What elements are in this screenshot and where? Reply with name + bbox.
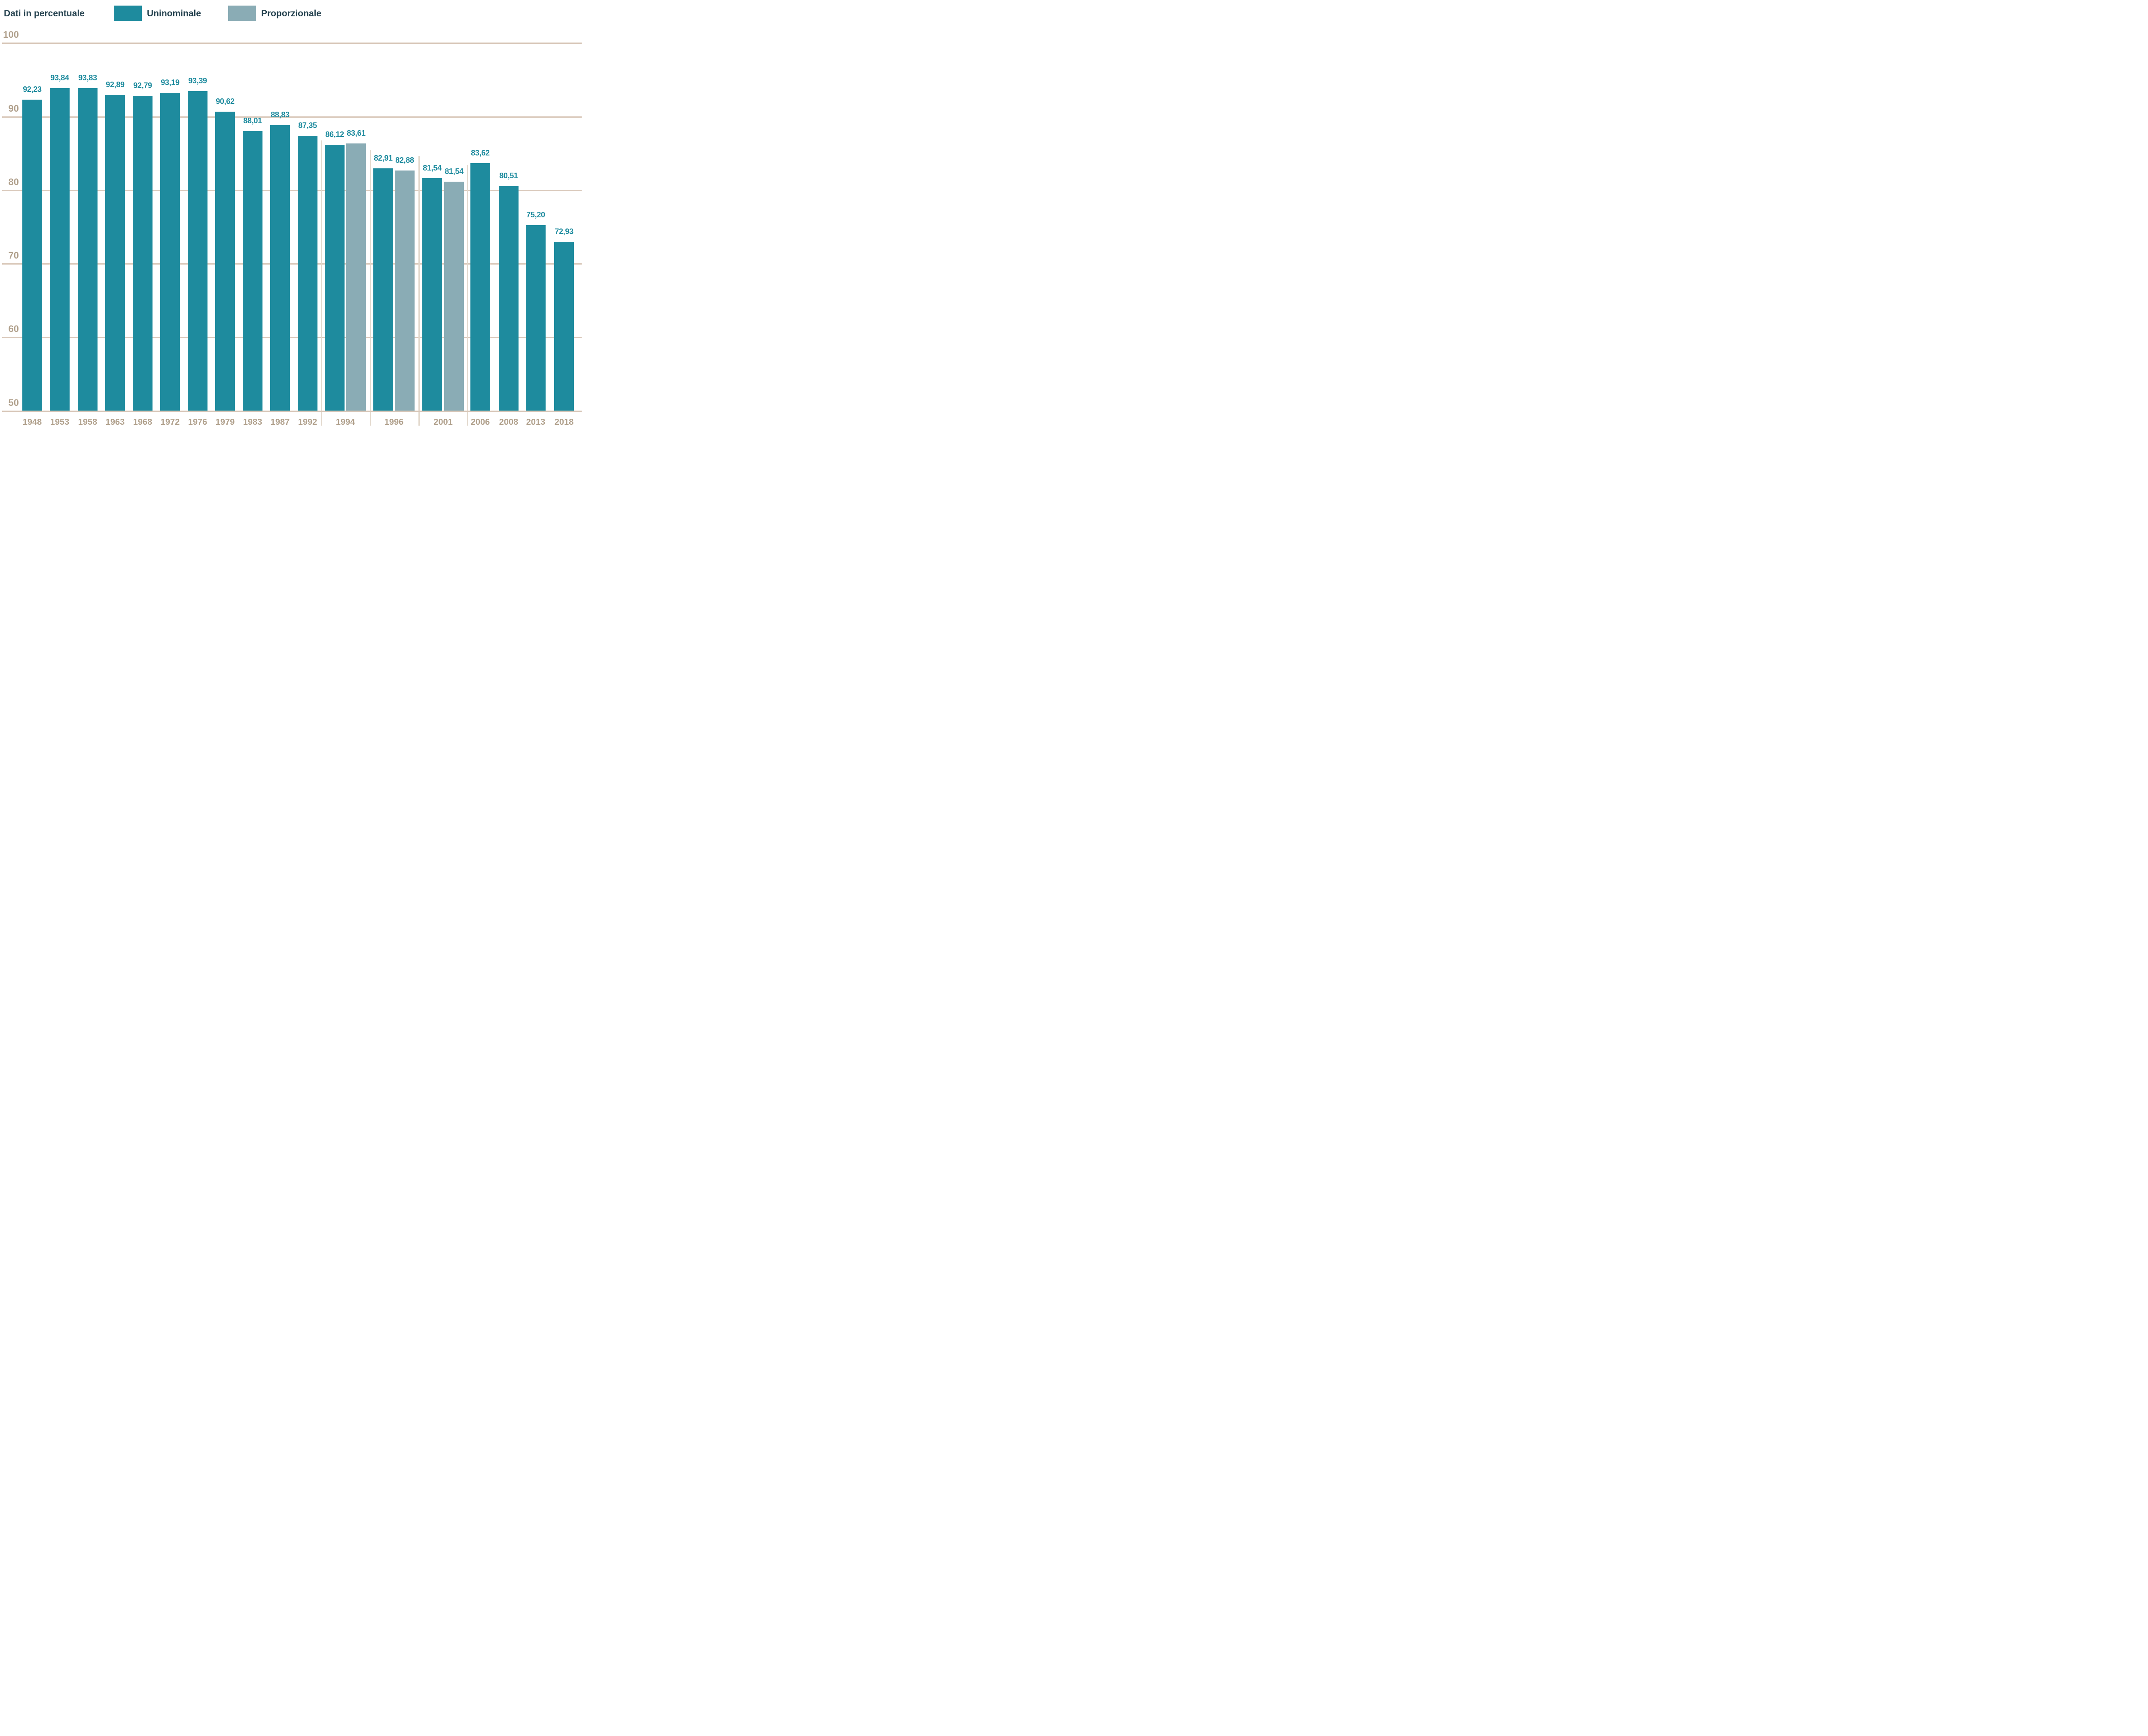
- x-axis-label-1963: 1963: [105, 417, 125, 427]
- x-axis-label-1976: 1976: [188, 417, 207, 427]
- x-axis-label-1983: 1983: [243, 417, 262, 427]
- value-label-2018-uninominale: 72,93: [555, 227, 574, 236]
- x-axis-label-1948: 1948: [22, 417, 42, 427]
- legend-swatch-uninominale: [114, 6, 142, 21]
- bar-1987-uninominale: [270, 125, 290, 411]
- gridline-50: [2, 411, 582, 412]
- value-label-1987-uninominale: 88,83: [271, 110, 290, 119]
- x-axis-label-1996: 1996: [384, 417, 404, 427]
- value-label-1968-uninominale: 92,79: [133, 81, 152, 90]
- legend-label-uninominale: Uninominale: [147, 9, 201, 18]
- value-label-1958-uninominale: 93,83: [78, 73, 97, 82]
- value-label-1976-uninominale: 93,39: [188, 76, 207, 85]
- x-axis-label-2006: 2006: [470, 417, 490, 427]
- value-label-1983-uninominale: 88,01: [243, 116, 262, 125]
- bar-1996-proporzionale: [395, 171, 415, 411]
- x-axis-label-1992: 1992: [298, 417, 317, 427]
- value-label-1972-uninominale: 93,19: [161, 78, 180, 87]
- x-axis-label-1994: 1994: [336, 417, 355, 427]
- value-label-2001-uninominale: 81,54: [423, 164, 442, 172]
- x-axis-label-1979: 1979: [215, 417, 235, 427]
- bar-1992-uninominale: [298, 136, 317, 411]
- bar-1979-uninominale: [215, 112, 235, 411]
- x-axis-label-1968: 1968: [133, 417, 153, 427]
- group-separator-after-1996: [418, 156, 420, 426]
- value-label-2006-uninominale: 83,62: [471, 149, 490, 157]
- bar-2006-uninominale: [470, 163, 490, 411]
- bar-1968-uninominale: [133, 96, 153, 411]
- y-axis-label-60: 60: [8, 323, 19, 334]
- value-label-1996-proporzionale: 82,88: [395, 156, 414, 164]
- x-axis-label-1972: 1972: [160, 417, 180, 427]
- group-separator-after-1992: [321, 140, 322, 426]
- y-axis-label-100: 100: [3, 29, 19, 40]
- bar-1963-uninominale: [105, 95, 125, 411]
- bar-1996-uninominale: [373, 168, 393, 411]
- bar-1983-uninominale: [243, 131, 262, 411]
- bar-1994-proporzionale: [346, 143, 366, 411]
- value-label-2013-uninominale: 75,20: [526, 210, 545, 219]
- value-label-1994-proporzionale: 83,61: [347, 129, 366, 137]
- x-axis-label-2013: 2013: [526, 417, 546, 427]
- x-axis-label-1958: 1958: [78, 417, 98, 427]
- gridline-60: [2, 337, 582, 338]
- y-axis-label-80: 80: [8, 177, 19, 187]
- bar-1958-uninominale: [78, 88, 98, 411]
- bar-1953-uninominale: [50, 88, 70, 411]
- bar-1972-uninominale: [160, 93, 180, 411]
- value-label-1979-uninominale: 90,62: [216, 97, 235, 106]
- value-label-1963-uninominale: 92,89: [106, 80, 125, 89]
- x-axis-label-1987: 1987: [270, 417, 290, 427]
- value-label-2001-proporzionale: 81,54: [445, 167, 464, 176]
- bar-2001-uninominale: [422, 178, 442, 411]
- gridline-90: [2, 116, 582, 118]
- legend-label-proporzionale: Proporzionale: [261, 9, 322, 18]
- group-separator-after-1994: [370, 150, 371, 426]
- value-label-1994-uninominale: 86,12: [325, 130, 344, 139]
- group-separator-after-2001: [467, 165, 468, 426]
- turnout-bar-chart: Dati in percentuale Uninominale Proporzi…: [0, 0, 582, 434]
- y-axis-label-70: 70: [8, 250, 19, 261]
- x-axis-label-2018: 2018: [554, 417, 574, 427]
- bar-1976-uninominale: [188, 91, 207, 411]
- value-label-1992-uninominale: 87,35: [298, 121, 317, 130]
- legend-swatch-proporzionale: [228, 6, 256, 21]
- y-axis-label-50: 50: [8, 397, 19, 408]
- value-label-1953-uninominale: 93,84: [50, 73, 69, 82]
- bar-2018-uninominale: [554, 242, 574, 411]
- bar-2001-proporzionale: [444, 182, 464, 411]
- chart-note: Dati in percentuale: [4, 9, 85, 18]
- gridline-70: [2, 263, 582, 265]
- x-axis-label-2008: 2008: [499, 417, 519, 427]
- x-axis-label-2001: 2001: [433, 417, 453, 427]
- gridline-80: [2, 190, 582, 191]
- bar-2008-uninominale: [499, 186, 519, 411]
- bar-1994-uninominale: [325, 145, 345, 411]
- value-label-1948-uninominale: 92,23: [23, 85, 42, 94]
- x-axis-label-1953: 1953: [50, 417, 70, 427]
- value-label-2008-uninominale: 80,51: [499, 171, 518, 180]
- gridline-100: [2, 43, 582, 44]
- value-label-1996-uninominale: 82,91: [374, 154, 393, 162]
- y-axis-label-90: 90: [8, 103, 19, 114]
- bar-2013-uninominale: [526, 225, 546, 411]
- bar-1948-uninominale: [22, 100, 42, 411]
